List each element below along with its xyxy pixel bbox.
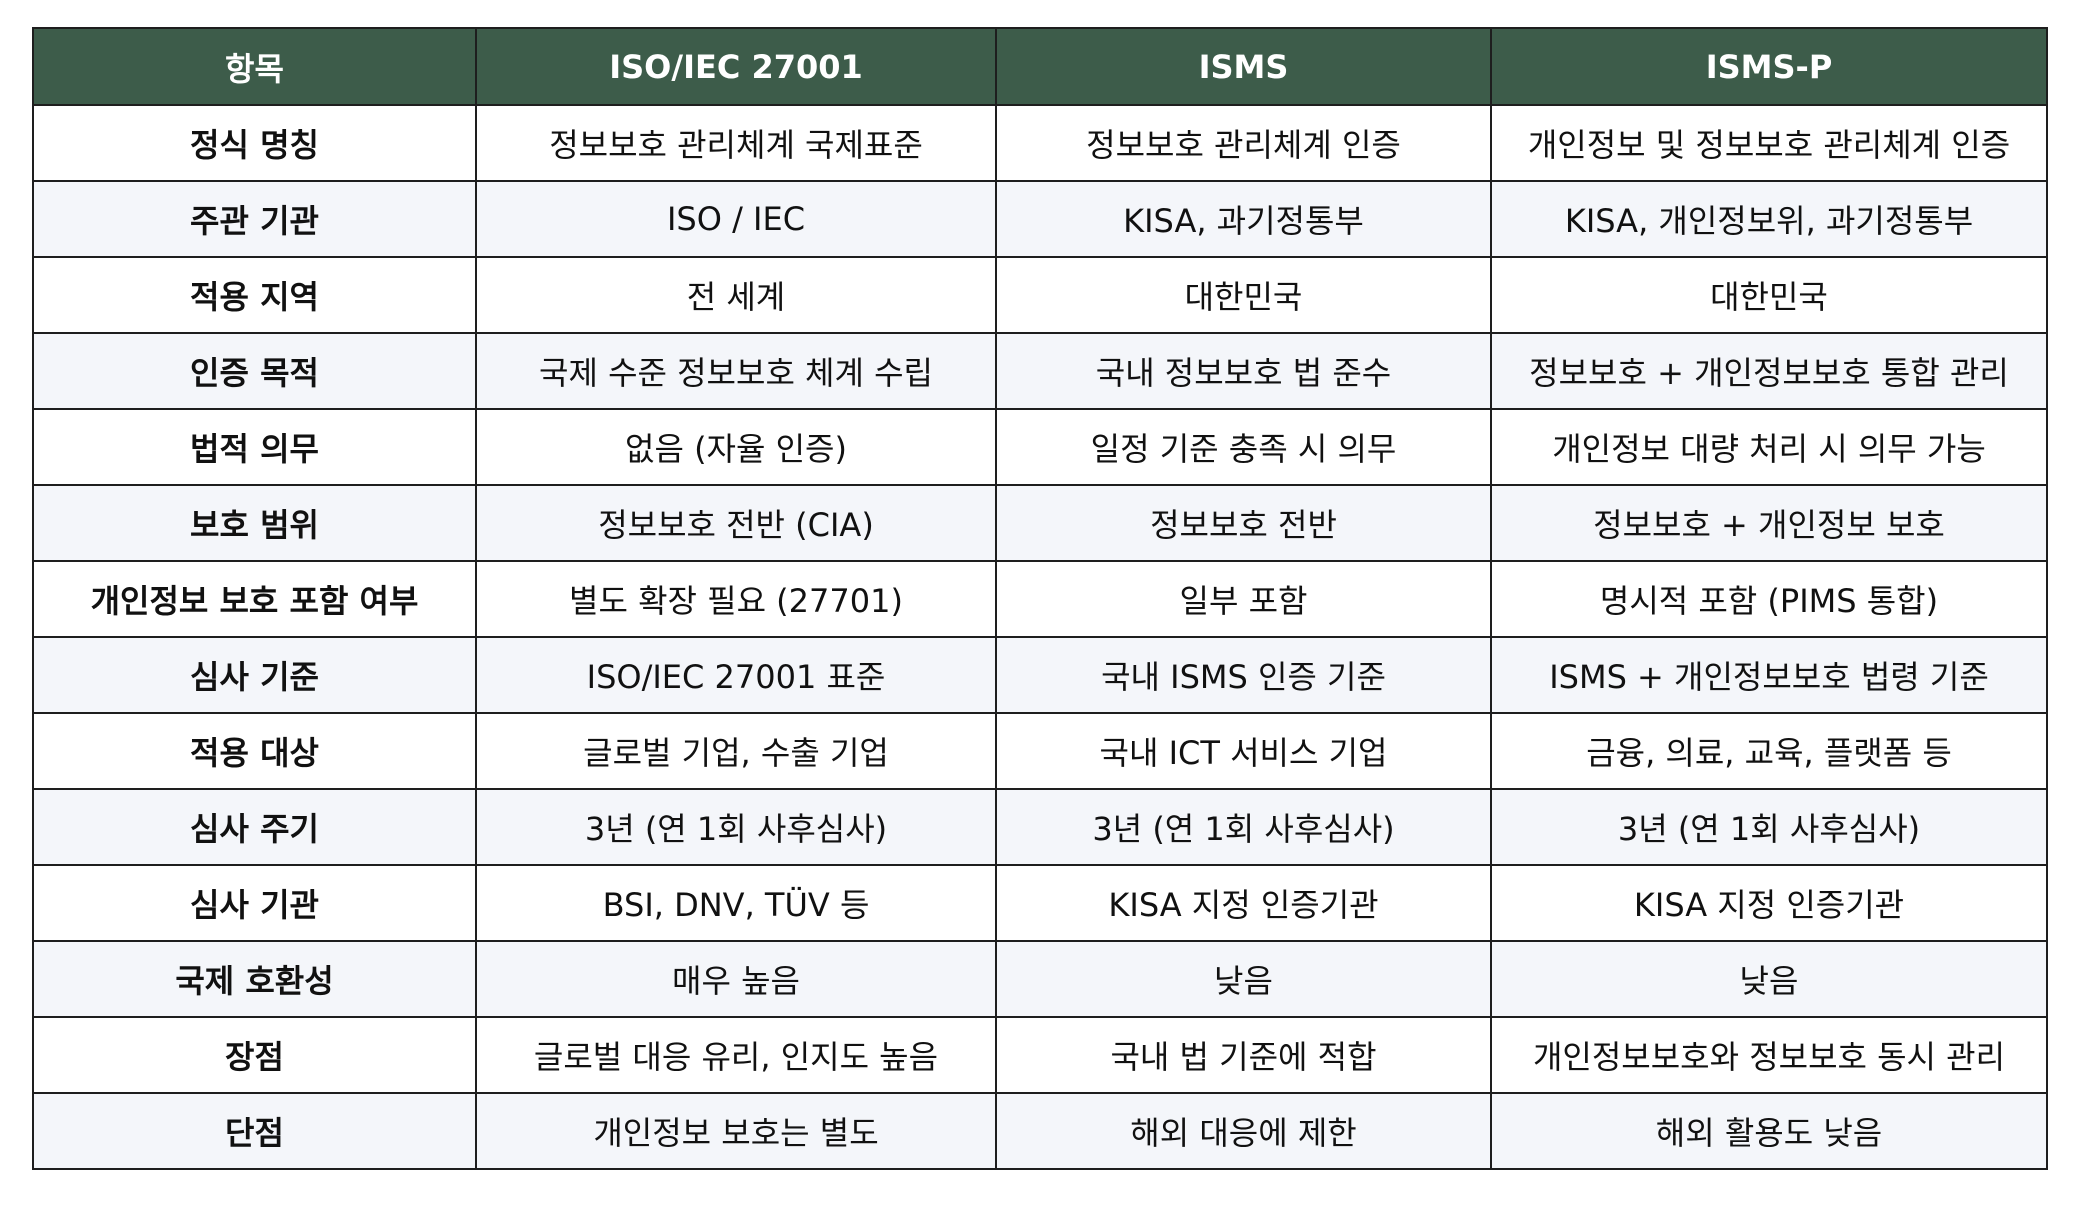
header-isms-p: ISMS-P <box>1490 27 2048 106</box>
header-isms: ISMS <box>995 27 1492 106</box>
table-cell: 매우 높음 <box>475 940 997 1018</box>
table-cell: 금융, 의료, 교육, 플랫폼 등 <box>1490 712 2048 790</box>
table-cell: 낮음 <box>1490 940 2048 1018</box>
table-cell: 정보보호 + 개인정보 보호 <box>1490 484 2048 562</box>
row-label: 심사 기관 <box>32 864 477 942</box>
row-label: 보호 범위 <box>32 484 477 562</box>
table-cell: ISO / IEC <box>475 180 997 258</box>
table-cell: 별도 확장 필요 (27701) <box>475 560 997 638</box>
table-cell: 정보보호 관리체계 국제표준 <box>475 104 997 182</box>
header-row: 항목 ISO/IEC 27001 ISMS ISMS-P <box>32 27 2048 106</box>
row-label: 적용 지역 <box>32 256 477 334</box>
table-cell: 전 세계 <box>475 256 997 334</box>
table-cell: 일부 포함 <box>995 560 1492 638</box>
table-cell: ISO/IEC 27001 표준 <box>475 636 997 714</box>
table-cell: 글로벌 기업, 수출 기업 <box>475 712 997 790</box>
table-cell: 3년 (연 1회 사후심사) <box>475 788 997 866</box>
table-cell: 3년 (연 1회 사후심사) <box>995 788 1492 866</box>
table-cell: 정보보호 전반 <box>995 484 1492 562</box>
table-cell: BSI, DNV, TÜV 등 <box>475 864 997 942</box>
table-cell: ISMS + 개인정보보호 법령 기준 <box>1490 636 2048 714</box>
table-row: 개인정보 보호 포함 여부 별도 확장 필요 (27701) 일부 포함 명시적 포함… <box>32 560 2048 638</box>
table-cell: 해외 활용도 낮음 <box>1490 1092 2048 1170</box>
table-cell: 대한민국 <box>1490 256 2048 334</box>
table-cell: 국내 정보보호 법 준수 <box>995 332 1492 410</box>
table-cell: 국내 법 기준에 적합 <box>995 1016 1492 1094</box>
table-row: 단점 개인정보 보호는 별도 해외 대응에 제한 해외 활용도 낮음 <box>32 1092 2048 1170</box>
table-cell: 국내 ISMS 인증 기준 <box>995 636 1492 714</box>
row-label: 정식 명칭 <box>32 104 477 182</box>
header-item: 항목 <box>32 27 477 106</box>
table-cell: 개인정보 및 정보보호 관리체계 인증 <box>1490 104 2048 182</box>
table-cell: KISA 지정 인증기관 <box>995 864 1492 942</box>
table-cell: 글로벌 대응 유리, 인지도 높음 <box>475 1016 997 1094</box>
row-label: 국제 호환성 <box>32 940 477 1018</box>
table-cell: 낮음 <box>995 940 1492 1018</box>
row-label: 적용 대상 <box>32 712 477 790</box>
table-cell: KISA, 과기정통부 <box>995 180 1492 258</box>
row-label: 장점 <box>32 1016 477 1094</box>
table-cell: 일정 기준 충족 시 의무 <box>995 408 1492 486</box>
row-label: 인증 목적 <box>32 332 477 410</box>
row-label: 심사 기준 <box>32 636 477 714</box>
table-cell: KISA, 개인정보위, 과기정통부 <box>1490 180 2048 258</box>
table-row: 인증 목적 국제 수준 정보보호 체계 수립 국내 정보보호 법 준수 정보보호 + … <box>32 332 2048 410</box>
table-row: 주관 기관 ISO / IEC KISA, 과기정통부 KISA, 개인정보위, 과기… <box>32 180 2048 258</box>
table-cell: 정보보호 + 개인정보보호 통합 관리 <box>1490 332 2048 410</box>
table-row: 심사 주기 3년 (연 1회 사후심사) 3년 (연 1회 사후심사) 3년 (연 1… <box>32 788 2048 866</box>
table-cell: 3년 (연 1회 사후심사) <box>1490 788 2048 866</box>
row-label: 법적 의무 <box>32 408 477 486</box>
table-cell: 국제 수준 정보보호 체계 수립 <box>475 332 997 410</box>
table-row: 법적 의무 없음 (자율 인증) 일정 기준 충족 시 의무 개인정보 대량 처리 시… <box>32 408 2048 486</box>
table-cell: 개인정보 대량 처리 시 의무 가능 <box>1490 408 2048 486</box>
table-header: 항목 ISO/IEC 27001 ISMS ISMS-P <box>32 27 2048 106</box>
table-cell: KISA 지정 인증기관 <box>1490 864 2048 942</box>
header-iso-27001: ISO/IEC 27001 <box>475 27 997 106</box>
row-label: 개인정보 보호 포함 여부 <box>32 560 477 638</box>
table-row: 국제 호환성 매우 높음 낮음 낮음 <box>32 940 2048 1018</box>
table-row: 정식 명칭 정보보호 관리체계 국제표준 정보보호 관리체계 인증 개인정보 및 정보… <box>32 104 2048 182</box>
table-cell: 국내 ICT 서비스 기업 <box>995 712 1492 790</box>
table-cell: 개인정보 보호는 별도 <box>475 1092 997 1170</box>
table-cell: 정보보호 관리체계 인증 <box>995 104 1492 182</box>
table-body: 정식 명칭 정보보호 관리체계 국제표준 정보보호 관리체계 인증 개인정보 및 정보… <box>32 104 2048 1170</box>
table-cell: 정보보호 전반 (CIA) <box>475 484 997 562</box>
table-row: 적용 대상 글로벌 기업, 수출 기업 국내 ICT 서비스 기업 금융, 의료, 교… <box>32 712 2048 790</box>
row-label: 단점 <box>32 1092 477 1170</box>
table-row: 심사 기준 ISO/IEC 27001 표준 국내 ISMS 인증 기준 ISMS +… <box>32 636 2048 714</box>
comparison-table-container: 항목 ISO/IEC 27001 ISMS ISMS-P 정식 명칭 정보보호 관… <box>32 27 2048 1170</box>
table-row: 심사 기관 BSI, DNV, TÜV 등 KISA 지정 인증기관 KISA 지정 … <box>32 864 2048 942</box>
table-cell: 명시적 포함 (PIMS 통합) <box>1490 560 2048 638</box>
certification-comparison-table: 항목 ISO/IEC 27001 ISMS ISMS-P 정식 명칭 정보보호 관… <box>32 27 2048 1170</box>
table-row: 보호 범위 정보보호 전반 (CIA) 정보보호 전반 정보보호 + 개인정보 보호 <box>32 484 2048 562</box>
table-row: 장점 글로벌 대응 유리, 인지도 높음 국내 법 기준에 적합 개인정보보호와 정보… <box>32 1016 2048 1094</box>
table-row: 적용 지역 전 세계 대한민국 대한민국 <box>32 256 2048 334</box>
table-cell: 해외 대응에 제한 <box>995 1092 1492 1170</box>
table-cell: 없음 (자율 인증) <box>475 408 997 486</box>
row-label: 주관 기관 <box>32 180 477 258</box>
table-cell: 개인정보보호와 정보보호 동시 관리 <box>1490 1016 2048 1094</box>
row-label: 심사 주기 <box>32 788 477 866</box>
table-cell: 대한민국 <box>995 256 1492 334</box>
